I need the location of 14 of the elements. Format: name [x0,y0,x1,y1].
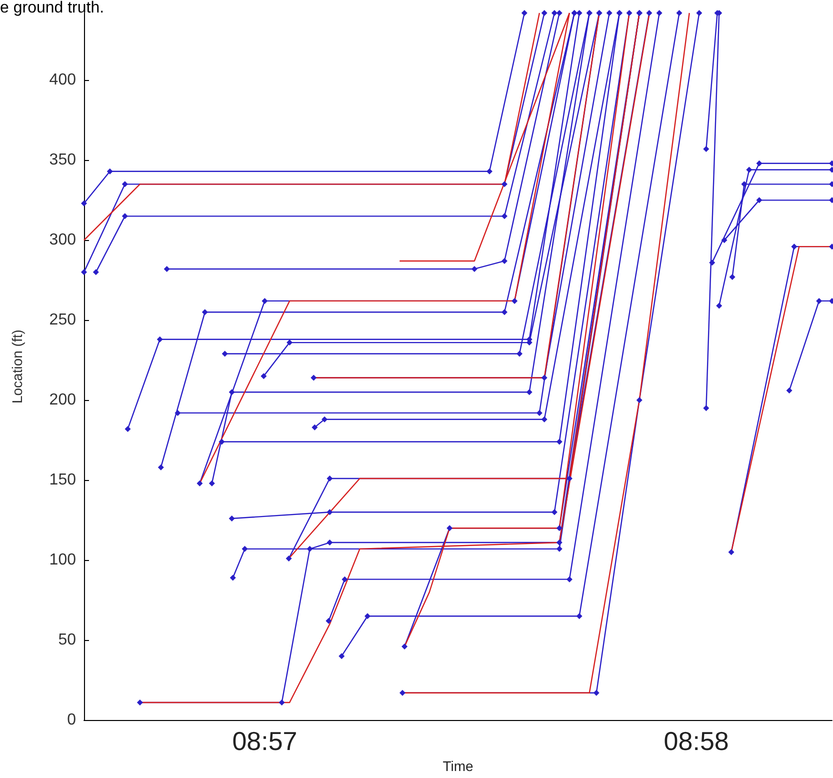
x-axis-title: Time [442,758,474,774]
x-tick-label: 08:58 [664,726,729,756]
y-tick-label: 300 [49,232,76,249]
y-tick-label: 150 [49,472,76,489]
y-tick-label: 0 [67,712,76,729]
annotation: e ground truth. [0,0,104,16]
y-axis-title: Location (ft) [9,330,25,404]
y-tick-label: 50 [58,632,76,649]
y-tick-label: 400 [49,72,76,89]
y-tick-label: 100 [49,552,76,569]
y-tick-label: 250 [49,312,76,329]
x-tick-label: 08:57 [232,726,298,756]
y-tick-label: 200 [49,392,76,409]
y-tick-label: 350 [49,152,76,169]
